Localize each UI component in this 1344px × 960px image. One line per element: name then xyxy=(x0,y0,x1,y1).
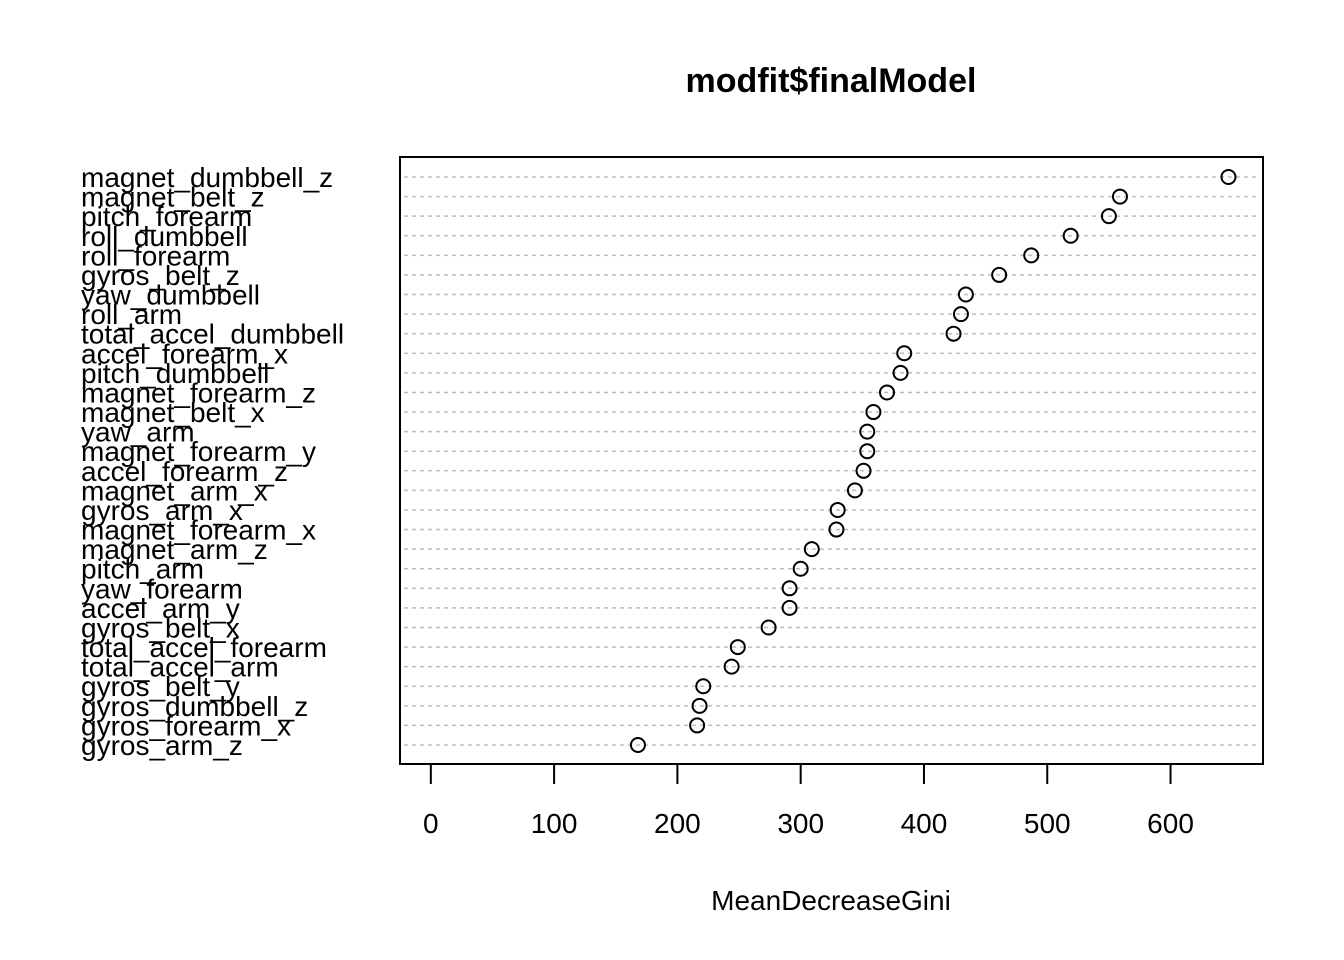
data-point xyxy=(859,423,876,440)
category-label: gyros_forearm_x xyxy=(81,710,291,741)
data-point xyxy=(1220,169,1237,185)
x-tick-label: 600 xyxy=(1147,808,1194,839)
data-point xyxy=(892,364,909,381)
data-points xyxy=(629,169,1237,753)
data-point xyxy=(1023,247,1040,264)
data-point xyxy=(629,737,646,753)
data-point xyxy=(803,541,820,558)
data-point xyxy=(1111,188,1128,205)
data-point xyxy=(723,658,740,675)
data-point xyxy=(846,482,863,499)
category-label: accel_arm_y xyxy=(81,593,240,624)
category-label: gyros_belt_z xyxy=(81,260,240,291)
x-tick-label: 200 xyxy=(654,808,701,839)
category-label: total_accel_dumbbell xyxy=(81,319,344,350)
category-label: yaw_forearm xyxy=(81,573,243,604)
data-point xyxy=(792,560,809,577)
data-point xyxy=(695,678,712,695)
data-point xyxy=(829,501,846,518)
category-label: yaw_dumbbell xyxy=(81,280,260,311)
data-point xyxy=(991,266,1008,283)
category-label: magnet_dumbbell_z xyxy=(81,162,333,193)
data-point xyxy=(865,404,882,421)
category-label: magnet_belt_x xyxy=(81,397,265,428)
x-tick-label: 100 xyxy=(531,808,578,839)
data-point xyxy=(729,639,746,656)
x-tick-label: 300 xyxy=(777,808,824,839)
chart-title: modfit$finalModel xyxy=(686,62,977,100)
category-label: total_accel_arm xyxy=(81,652,279,683)
category-label: roll_arm xyxy=(81,299,182,330)
plot-frame xyxy=(399,156,1264,765)
grid-lines xyxy=(404,176,1259,746)
x-axis: 0 100 200 300 400 500 600 xyxy=(423,763,1194,839)
data-point xyxy=(896,345,913,362)
data-point xyxy=(689,717,706,734)
category-label: gyros_arm_z xyxy=(81,730,243,761)
category-label: gyros_arm_x xyxy=(81,495,243,526)
data-point xyxy=(859,443,876,460)
category-label: magnet_belt_z xyxy=(81,182,265,213)
x-tick-label: 400 xyxy=(901,808,948,839)
data-point xyxy=(781,580,798,597)
x-axis-title: MeanDecreaseGini xyxy=(711,885,951,916)
data-point xyxy=(878,384,895,401)
data-point xyxy=(945,325,962,342)
category-label: gyros_belt_y xyxy=(81,671,240,702)
category-label: pitch_arm xyxy=(81,554,204,585)
category-label: roll_forearm xyxy=(81,240,230,271)
data-point xyxy=(1100,208,1117,225)
data-point xyxy=(781,599,798,616)
category-label: roll_dumbbell xyxy=(81,221,248,252)
category-label: accel_forearm_x xyxy=(81,338,288,369)
category-label: magnet_arm_x xyxy=(81,475,268,506)
data-point xyxy=(957,286,974,303)
x-tick-label: 0 xyxy=(423,808,439,839)
category-label: pitch_dumbbell xyxy=(81,358,269,389)
data-point xyxy=(1062,227,1079,244)
data-point xyxy=(691,697,708,714)
category-labels: magnet_dumbbell_zmagnet_belt_zpitch_fore… xyxy=(81,162,344,761)
category-label: magnet_arm_z xyxy=(81,534,268,565)
category-label: gyros_belt_x xyxy=(81,612,240,643)
category-label: magnet_forearm_y xyxy=(81,436,316,467)
category-label: magnet_forearm_x xyxy=(81,515,316,546)
category-label: accel_forearm_z xyxy=(81,456,288,487)
category-label: magnet_forearm_z xyxy=(81,377,316,408)
category-label: yaw_arm xyxy=(81,417,195,448)
category-label: gyros_dumbbell_z xyxy=(81,691,308,722)
data-point xyxy=(760,619,777,636)
x-tick-label: 500 xyxy=(1024,808,1071,839)
category-label: total_accel_forearm xyxy=(81,632,327,663)
category-label: pitch_forearm xyxy=(81,201,252,232)
data-point xyxy=(828,521,845,538)
data-point xyxy=(952,306,969,323)
data-point xyxy=(855,462,872,479)
